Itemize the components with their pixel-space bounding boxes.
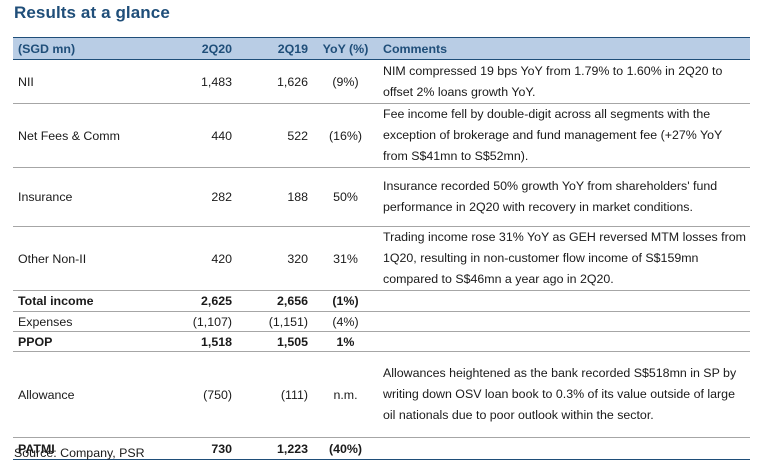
row-label: Other Non-II — [18, 251, 87, 266]
row-label: Total income — [18, 294, 94, 308]
row-2q20: 440 — [211, 128, 232, 143]
row-comment: Fee income fell by double-digit across a… — [383, 107, 723, 163]
row-2q19: (111) — [280, 387, 308, 402]
row-comment — [378, 332, 750, 352]
row-2q20: 420 — [211, 251, 232, 266]
results-table: (SGD mn) 2Q20 2Q19 YoY (%) Comments NII … — [13, 37, 750, 460]
row-2q19: 1,505 — [276, 334, 308, 349]
row-2q19: 2,656 — [276, 294, 308, 308]
row-2q19: (1,151) — [268, 314, 308, 329]
table-row-insurance: Insurance 282 188 50% Insurance recorded… — [13, 168, 750, 227]
table-row-other-non-ii: Other Non-II 420 320 31% Trading income … — [13, 227, 750, 291]
table-row-allowance: Allowance (750) (111) n.m. Allowances he… — [13, 352, 750, 438]
row-2q19: 188 — [287, 190, 308, 204]
row-yoy: 1% — [336, 334, 355, 349]
row-comment: Insurance recorded 50% growth YoY from s… — [383, 179, 718, 214]
row-label: Expenses — [18, 314, 73, 329]
header-label: (SGD mn) — [18, 41, 76, 56]
row-yoy: 50% — [333, 190, 358, 204]
source-note: Source: Company, PSR — [14, 446, 145, 460]
header-2q20: 2Q20 — [201, 41, 232, 56]
row-comment — [378, 291, 750, 312]
row-2q20: (750) — [203, 387, 232, 402]
row-yoy: (40%) — [328, 441, 363, 456]
table-header-row: (SGD mn) 2Q20 2Q19 YoY (%) Comments — [13, 37, 750, 60]
row-2q19: 320 — [287, 251, 308, 266]
row-comment — [378, 312, 750, 332]
row-yoy: (1%) — [332, 294, 359, 308]
header-comments: Comments — [383, 41, 448, 56]
row-2q19: 1,626 — [276, 74, 308, 89]
table-row-net-fees: Net Fees & Comm 440 522 (16%) Fee income… — [13, 104, 750, 168]
row-yoy: 31% — [333, 251, 358, 266]
row-label: PATMI — [18, 441, 55, 456]
row-comment: Trading income rose 31% YoY as GEH rever… — [383, 230, 746, 286]
table-row-nii: NII 1,483 1,626 (9%) NIM compressed 19 b… — [13, 60, 750, 104]
row-2q20: (1,107) — [192, 314, 232, 329]
row-yoy: (4%) — [332, 314, 359, 329]
row-2q20: 730 — [211, 441, 232, 456]
row-label: Net Fees & Comm — [18, 128, 120, 143]
table-row-ppop: PPOP 1,518 1,505 1% — [13, 332, 750, 352]
row-yoy: (16%) — [328, 128, 363, 143]
table-row-patmi: PATMI 730 1,223 (40%) — [13, 438, 750, 460]
row-comment: NIM compressed 19 bps YoY from 1.79% to … — [383, 63, 723, 99]
row-2q20: 282 — [211, 190, 232, 204]
row-label: Allowance — [18, 387, 75, 402]
row-yoy: (9%) — [332, 74, 359, 89]
header-yoy: YoY (%) — [322, 41, 369, 56]
table-row-total-income: Total income 2,625 2,656 (1%) — [13, 291, 750, 312]
row-yoy: n.m. — [333, 387, 358, 402]
table-row-expenses: Expenses (1,107) (1,151) (4%) — [13, 312, 750, 332]
row-2q20: 1,483 — [200, 74, 232, 89]
row-label: PPOP — [18, 334, 53, 349]
row-label: NII — [18, 74, 34, 89]
row-label: Insurance — [18, 190, 73, 204]
row-2q20: 2,625 — [200, 294, 232, 308]
row-2q20: 1,518 — [200, 334, 232, 349]
row-comment — [378, 438, 750, 460]
row-comment: Allowances heightened as the bank record… — [383, 366, 737, 422]
header-2q19: 2Q19 — [277, 41, 308, 56]
page-title: Results at a glance — [14, 3, 170, 22]
row-2q19: 1,223 — [276, 441, 308, 456]
row-2q19: 522 — [287, 128, 308, 143]
